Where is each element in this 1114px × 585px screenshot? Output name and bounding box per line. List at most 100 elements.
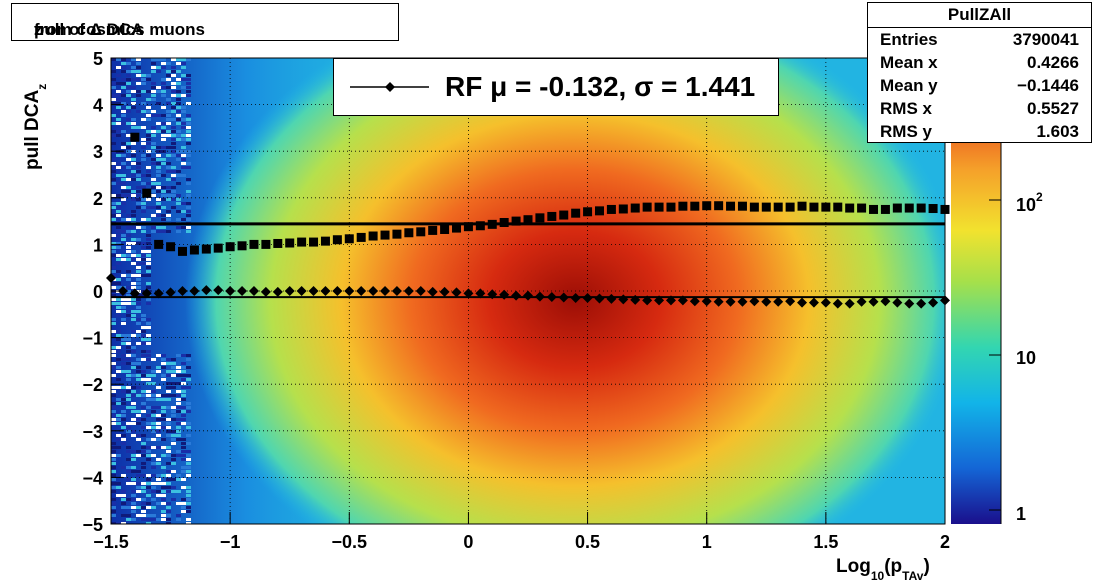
sparse-bin [126,122,131,125]
sparse-bin [176,478,181,481]
sparse-bin [161,66,166,69]
sparse-bin [136,302,141,305]
sparse-bin [186,466,191,469]
sparse-bin [116,210,121,213]
sparse-bin [126,310,131,313]
sparse-bin [176,62,181,65]
sparse-bin [176,94,181,97]
sparse-bin [186,502,191,505]
sparse-bin [166,154,171,157]
sparse-bin [141,406,146,409]
sparse-bin [141,126,146,129]
mean-point [820,297,831,308]
sparse-bin [146,106,151,109]
sparse-bin [146,398,151,401]
mean-point [320,286,331,296]
x-tick-label: −0.5 [332,532,368,552]
sparse-bin [111,522,116,524]
sparse-bin [171,90,176,93]
mean-point [558,292,569,303]
sigma-point [213,243,223,253]
sparse-bin [186,182,191,185]
sigma-point [511,216,521,226]
sparse-bin [151,430,156,433]
sparse-bin [121,102,126,105]
sparse-bin [171,382,176,385]
sparse-bin [111,130,116,133]
sparse-bin [136,198,141,201]
sparse-bin [161,514,166,517]
sparse-bin [126,190,131,193]
sparse-bin [151,186,156,189]
sparse-bin [121,238,126,241]
stats-name: PullZAll [868,3,1091,28]
sparse-bin [136,190,141,193]
sparse-bin [116,230,121,233]
sparse-bin [151,86,156,89]
sparse-bin [116,286,121,289]
sparse-bin [181,510,186,513]
sparse-bin [151,370,156,373]
sparse-bin [141,158,146,161]
sparse-bin [121,514,126,517]
sparse-bin [176,198,181,201]
sparse-bin [131,150,136,153]
sparse-bin [141,502,146,505]
sparse-bin [126,166,131,169]
sparse-bin [111,386,116,389]
sparse-bin [141,334,146,337]
sparse-bin [181,498,186,501]
sparse-bin [166,210,171,213]
mean-point [427,286,438,297]
sparse-bin [181,78,186,81]
sparse-bin [141,374,146,377]
sigma-point [594,206,604,216]
sparse-bin [116,162,121,165]
sparse-bin [146,118,151,121]
sparse-bin [146,522,151,524]
sparse-bin [166,130,171,133]
mean-point [213,285,224,296]
sparse-bin [116,314,121,317]
sparse-bin [141,78,146,81]
sigma-point [845,203,855,213]
sparse-bin [156,478,161,481]
sparse-bin [146,478,151,481]
title-post: from cosmics muons [34,20,205,39]
sparse-bin [131,58,136,61]
sparse-bin [156,90,161,93]
sparse-bin [146,406,151,409]
sparse-bin [141,342,146,345]
sparse-bin [156,202,161,205]
sparse-bin [121,178,126,181]
sparse-bin [161,426,166,429]
mean-point [868,296,879,307]
x-tick-label: 0 [463,532,473,552]
sparse-bin [146,150,151,153]
sparse-bin [141,242,146,245]
sparse-bin [116,98,121,101]
sparse-bin [126,250,131,253]
sparse-bin [136,258,141,261]
sparse-bin [131,422,136,425]
sparse-bin [151,162,156,165]
sparse-bin [146,130,151,133]
sparse-bin [131,198,136,201]
sparse-bin [126,258,131,261]
sparse-bin [111,234,116,237]
sparse-bin [126,234,131,237]
sparse-bin [111,122,116,125]
sparse-bin [126,178,131,181]
sparse-bin [116,182,121,185]
sparse-bin [126,374,131,377]
sparse-bin [131,346,136,349]
sparse-bin [186,150,191,153]
sparse-bin [186,402,191,405]
sparse-bin [131,518,136,521]
sparse-bin [111,514,116,517]
sparse-bin [151,390,156,393]
sparse-bin [141,74,146,77]
sparse-bin [146,78,151,81]
sparse-bin [146,286,151,289]
sparse-bin [176,434,181,437]
